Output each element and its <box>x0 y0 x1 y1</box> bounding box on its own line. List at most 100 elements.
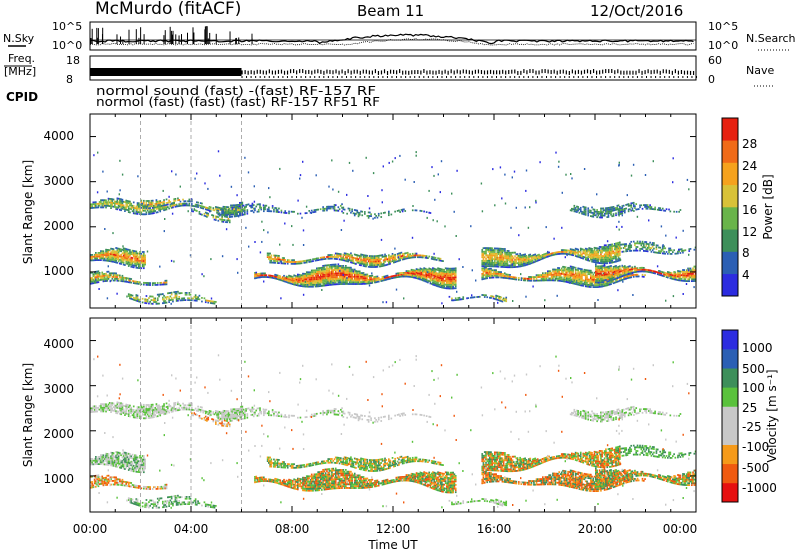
power-cell <box>299 260 302 263</box>
power-cell <box>336 258 338 260</box>
power-cell <box>232 208 235 210</box>
power-cell <box>572 268 574 270</box>
power-cell <box>454 269 457 271</box>
power-cell <box>106 249 109 251</box>
power-cell <box>115 261 117 264</box>
power-cell <box>504 248 506 250</box>
nave-mark <box>477 76 479 78</box>
power-cell <box>350 270 352 273</box>
power-cell <box>568 279 571 282</box>
power-cell <box>255 275 258 278</box>
power-cell <box>103 252 106 255</box>
nave-mark <box>382 76 384 78</box>
freq-mark <box>632 70 634 75</box>
power-cell <box>665 274 668 277</box>
power-cell <box>449 267 452 270</box>
nave-mark <box>409 76 411 78</box>
power-cell <box>380 278 383 281</box>
power-cell <box>547 270 549 273</box>
power-cell <box>313 278 316 281</box>
power-cell <box>125 262 128 265</box>
power-cell <box>300 285 303 287</box>
power-cell <box>610 258 612 260</box>
freq-mark <box>614 70 616 75</box>
power-cell <box>242 204 245 207</box>
power-cell <box>222 207 225 210</box>
power-cell <box>299 285 302 287</box>
power-cell <box>601 267 603 269</box>
power-cell <box>374 213 376 216</box>
power-cell <box>352 268 355 271</box>
power-cell <box>481 256 484 259</box>
power-cell <box>333 207 336 210</box>
freq-mark <box>450 69 452 74</box>
power-cell <box>292 259 294 262</box>
power-cell <box>97 281 100 284</box>
power-cell <box>545 272 548 274</box>
power-cell <box>571 265 573 268</box>
power-cell <box>103 280 106 282</box>
nave-mark <box>650 76 652 78</box>
power-cell <box>143 260 145 262</box>
power-cell <box>437 274 439 277</box>
freq-mark <box>580 70 583 75</box>
power-cell <box>434 284 437 287</box>
power-cell <box>293 279 295 282</box>
power-cell <box>340 279 342 282</box>
power-cell <box>333 274 336 277</box>
power-cell <box>389 255 391 258</box>
power-cell <box>610 261 612 264</box>
power-cell <box>573 252 576 255</box>
power-cell <box>509 277 511 280</box>
power-cell <box>358 213 361 216</box>
power-cell <box>432 270 434 273</box>
power-cell <box>197 204 199 207</box>
power-cell <box>329 264 332 266</box>
power-cell <box>124 247 126 250</box>
power-cell <box>141 251 144 253</box>
power-cell <box>131 206 134 209</box>
power-cell <box>126 250 129 253</box>
power-cell <box>502 248 505 250</box>
power-cell <box>357 211 360 214</box>
power-cell <box>107 254 110 257</box>
power-cell <box>115 276 117 278</box>
power-cell <box>290 282 293 285</box>
power-cell <box>163 207 165 210</box>
power-cell <box>120 257 122 260</box>
power-cell <box>163 202 165 205</box>
power-cell <box>126 248 129 251</box>
power-cell <box>425 280 428 283</box>
power-cell <box>610 247 612 250</box>
power-cell <box>611 280 614 283</box>
power-cell <box>586 280 588 282</box>
power-cell <box>324 280 327 283</box>
power-cell <box>328 256 331 258</box>
power-cell <box>600 255 602 257</box>
power-cell <box>228 209 231 212</box>
power-cell <box>112 198 115 201</box>
power-cell <box>489 259 491 262</box>
noise-left-tick-bottom: 10^0 <box>52 39 82 52</box>
power-cell <box>236 215 239 217</box>
power-cell <box>366 282 369 285</box>
power-cell <box>496 256 499 259</box>
power-cell <box>151 212 154 215</box>
power-cell <box>127 211 130 213</box>
power-cell <box>106 276 109 279</box>
power-cell <box>595 250 597 253</box>
power-cell <box>90 282 92 285</box>
power-cell <box>365 260 367 262</box>
power-cell <box>347 274 350 276</box>
power-cell <box>627 269 630 272</box>
power-cell <box>448 275 451 277</box>
power-cell <box>584 255 587 257</box>
power-cell <box>336 256 338 259</box>
power-cell <box>216 208 218 211</box>
power-cell <box>281 276 284 278</box>
power-cell <box>449 269 452 272</box>
power-cell <box>481 252 484 255</box>
power-cell <box>145 201 148 204</box>
power-cell <box>616 275 619 278</box>
power-cell <box>90 255 92 258</box>
